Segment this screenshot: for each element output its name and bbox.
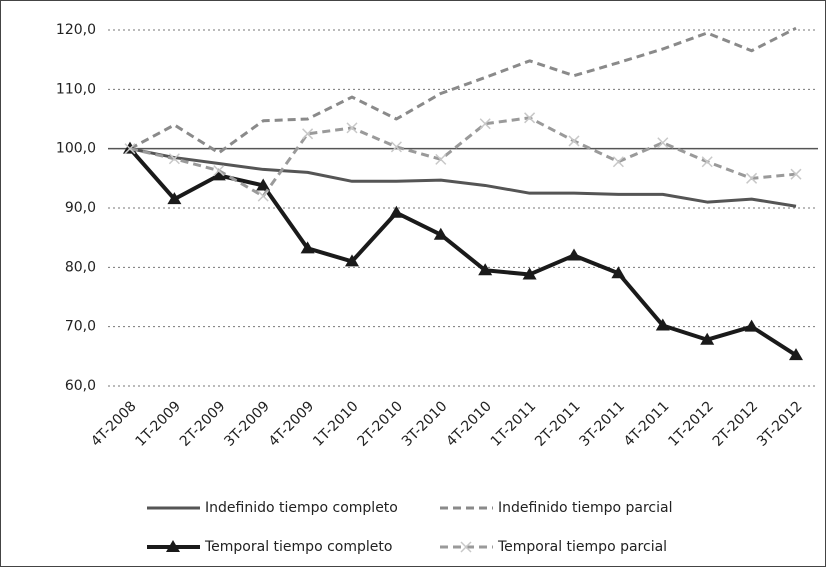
marker (213, 165, 225, 177)
marker (568, 135, 580, 147)
marker (124, 143, 136, 155)
marker (256, 178, 271, 191)
marker (346, 122, 358, 134)
legend-label: Temporal tiempo completo (204, 539, 392, 555)
marker (746, 172, 758, 184)
marker (655, 318, 670, 331)
legend-item: Indefinido tiempo parcial (440, 500, 673, 516)
marker (522, 267, 537, 280)
line (129, 147, 797, 208)
y-tick-label: 70,0 (65, 319, 96, 335)
marker (612, 156, 624, 168)
marker (302, 128, 314, 140)
marker (300, 241, 315, 254)
legend-marker (166, 540, 180, 552)
series (129, 26, 797, 155)
legend-item: Temporal tiempo parcial (440, 539, 667, 555)
marker (435, 153, 447, 165)
legend-item: Indefinido tiempo completo (147, 500, 398, 516)
line (129, 116, 797, 198)
marker (478, 263, 493, 276)
marker (701, 156, 713, 168)
y-tick-label: 100,0 (56, 141, 96, 157)
marker (789, 348, 803, 361)
marker (168, 153, 180, 165)
marker (479, 118, 491, 130)
marker (611, 266, 626, 279)
marker (390, 141, 402, 153)
marker (345, 254, 359, 267)
y-tick-label: 110,0 (56, 81, 96, 97)
legend-item: Temporal tiempo completo (147, 539, 392, 555)
legend-label: Indefinido tiempo completo (205, 500, 398, 516)
line (129, 26, 797, 155)
marker (524, 112, 536, 124)
legend-label: Indefinido tiempo parcial (498, 500, 673, 516)
y-tick-label: 120,0 (56, 22, 96, 38)
line (128, 147, 798, 357)
marker (657, 137, 669, 149)
y-tick-label: 80,0 (65, 259, 96, 275)
marker (700, 332, 715, 345)
legend-marker (460, 541, 472, 553)
marker (257, 190, 269, 202)
marker (433, 227, 448, 240)
marker (211, 168, 226, 181)
marker (744, 319, 759, 332)
series (124, 112, 802, 202)
marker (167, 192, 182, 205)
marker (790, 168, 802, 180)
y-tick-label: 90,0 (65, 200, 96, 216)
marker (389, 205, 404, 218)
series (129, 147, 797, 208)
y-tick-label: 60,0 (65, 378, 96, 394)
legend-label: Temporal tiempo parcial (497, 539, 667, 555)
marker (567, 248, 581, 261)
